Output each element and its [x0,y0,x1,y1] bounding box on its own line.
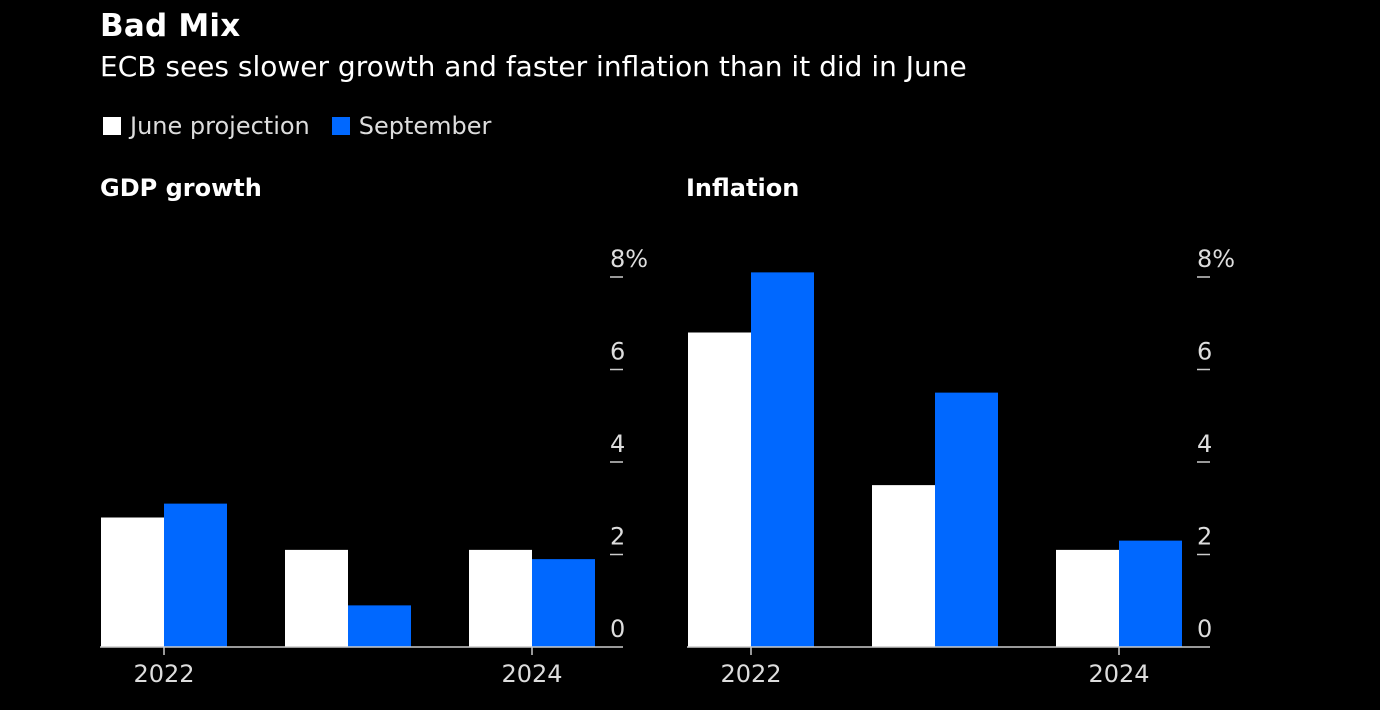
gdp-y-tick-label-4: 4 [610,430,625,458]
legend-label-september: September [358,112,492,140]
inflation-bar-2024-june [1056,549,1119,647]
inflation-bar-2022-september [751,272,814,647]
inflation-x-tick-label-2022: 2022 [720,660,781,688]
inflation-bar-2024-september [1119,540,1182,647]
inflation-y-tick-label-4: 4 [1197,430,1212,458]
gdp-x-tick-label-2022: 2022 [133,660,194,688]
panel-title-gdp: GDP growth [100,174,262,202]
inflation-y-tick-label-6: 6 [1197,338,1212,366]
gdp-bar-2022-june [101,517,164,647]
gdp-y-tick-label-0: 0 [610,615,625,643]
gdp-y-tick-label-6: 6 [610,338,625,366]
inflation-bar-2022-june [688,332,751,647]
legend-item-september: September [331,112,492,140]
gdp-x-tick-label-2024: 2024 [501,660,562,688]
inflation-y-tick-label-8: 8% [1197,245,1235,273]
gdp-y-tick-label-8: 8% [610,245,648,273]
gdp-bar-2023-september [348,605,411,647]
gdp-bar-2022-september [164,503,227,647]
gdp-bar-2024-september [532,559,595,647]
inflation-y-tick-label-2: 2 [1197,523,1212,551]
legend-swatch-june [103,117,121,135]
gdp-bar-2024-june [469,549,532,647]
inflation-bar-2023-september [935,392,998,647]
legend-swatch-september [331,117,350,135]
gdp-bar-2023-june [285,549,348,647]
chart-title: Bad Mix [100,8,241,44]
panel-title-inflation: Inflation [686,174,800,202]
legend-item-june: June projection [103,112,310,140]
inflation-bar-2023-june [872,485,935,647]
inflation-y-tick-label-0: 0 [1197,615,1212,643]
inflation-x-tick-label-2024: 2024 [1088,660,1149,688]
gdp-y-tick-label-2: 2 [610,523,625,551]
legend-label-june: June projection [130,112,310,140]
chart-subtitle: ECB sees slower growth and faster inflat… [100,50,967,83]
legend: June projection September [103,112,513,140]
